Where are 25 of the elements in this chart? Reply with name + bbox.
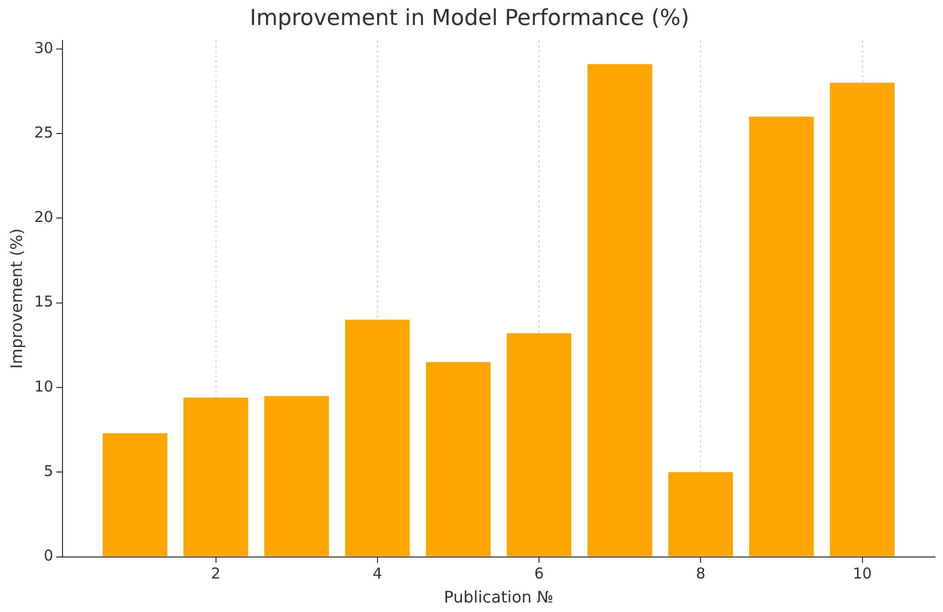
x-tick-label: 6 — [534, 564, 544, 583]
bar — [749, 116, 814, 556]
bar — [183, 398, 248, 556]
y-tick-label: 15 — [34, 292, 54, 311]
x-axis-title: Publication № — [444, 588, 554, 607]
x-tick-label: 10 — [852, 564, 872, 583]
y-tick-label: 5 — [44, 462, 54, 480]
y-tick-label: 10 — [34, 377, 54, 396]
y-axis-title: Improvement (%) — [6, 228, 26, 369]
bar — [426, 362, 491, 556]
y-tick-label: 0 — [44, 546, 54, 565]
bar — [345, 320, 410, 556]
x-tick-label: 2 — [211, 564, 221, 583]
bar — [264, 396, 329, 556]
bar — [830, 82, 895, 556]
bar — [668, 472, 733, 556]
y-tick-label: 25 — [34, 123, 54, 142]
y-tick-label: 20 — [34, 208, 54, 226]
bar — [506, 333, 572, 556]
y-tick-label: 30 — [34, 38, 54, 57]
chart-title: Improvement in Model Performance (%) — [250, 6, 690, 31]
bar — [102, 433, 168, 556]
bar — [588, 64, 652, 556]
x-tick-label: 8 — [696, 564, 706, 583]
x-tick-label: 4 — [372, 564, 382, 583]
